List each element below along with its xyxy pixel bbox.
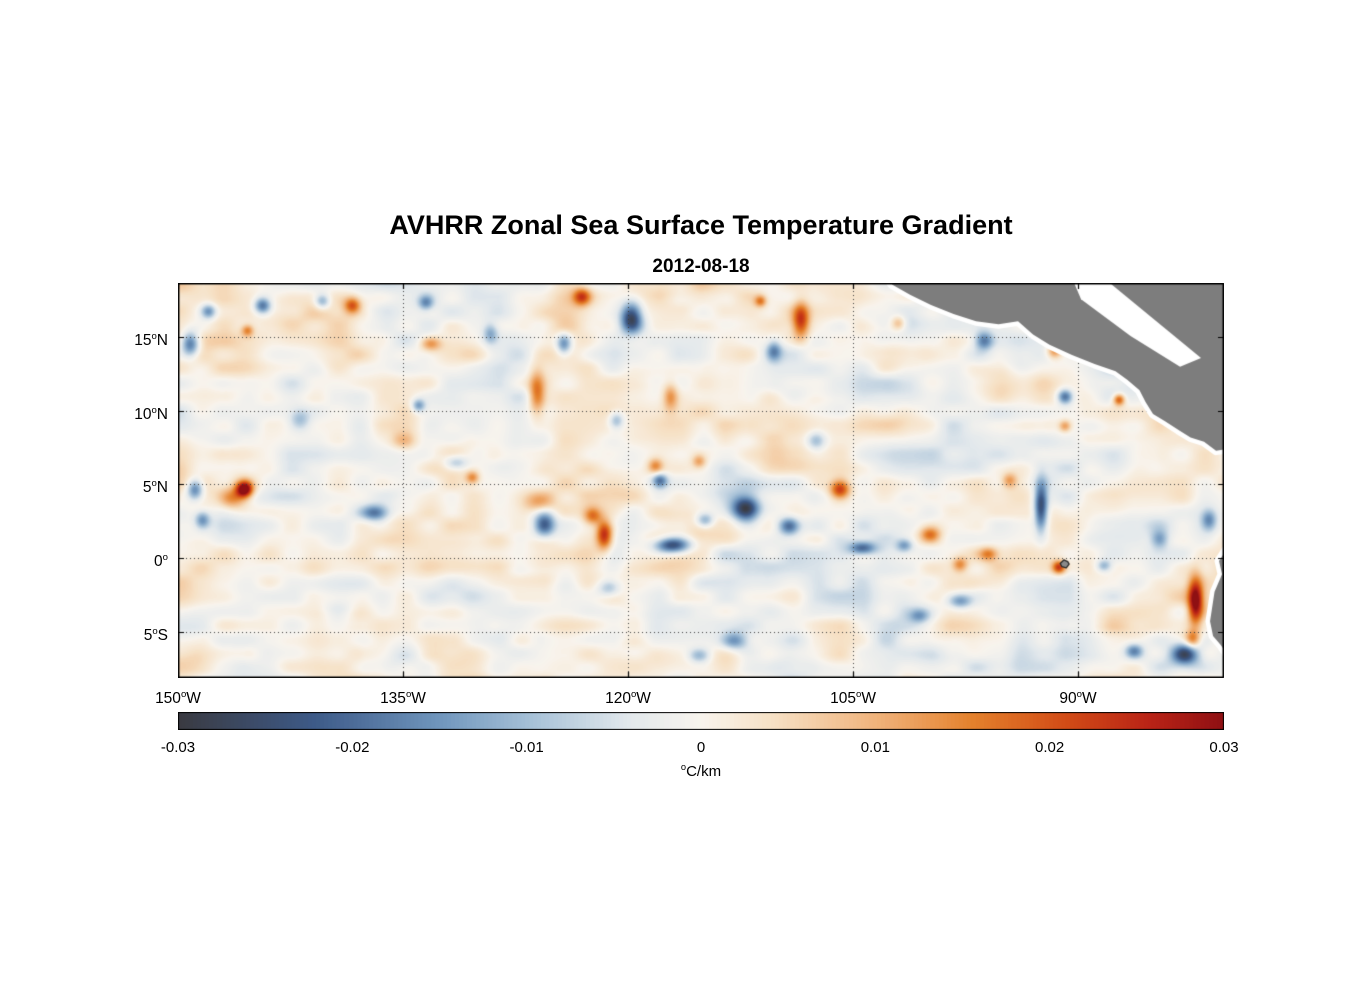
chart-title: AVHRR Zonal Sea Surface Temperature Grad… [389,210,1013,240]
y-tick-label: 5oN [142,478,168,497]
colorbar-tick-label: -0.01 [509,739,544,756]
colorbar-tick-label: 0 [696,739,706,756]
x-tick-label: 135oW [380,689,426,708]
y-tick-label: 5oS [143,625,168,644]
colorbar-tick-label: -0.02 [335,739,370,756]
chart-date: 2012-08-18 [652,256,750,277]
colorbar-tick-label: 0.02 [1035,739,1065,756]
x-tick-label: 90oW [1059,689,1097,708]
x-tick-label: 120oW [605,689,651,708]
y-tick-label: 0o [154,552,168,571]
y-tick-label: 15oN [134,331,168,350]
x-tick-label: 105oW [830,689,876,708]
colorbar-gradient [178,712,1224,730]
map-heatmap [178,283,1224,678]
colorbar-tick-label: 0.03 [1209,739,1239,756]
y-tick-label: 10oN [134,404,168,424]
colorbar-tick-label: -0.03 [160,739,196,756]
x-tick-label: 150oW [155,689,201,708]
colorbar-tick-label: 0.01 [860,739,890,756]
colorbar-unit-label: oC/km [680,762,722,780]
